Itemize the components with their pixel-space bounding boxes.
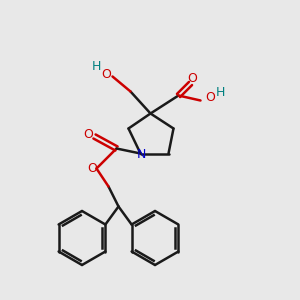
Text: O: O (84, 128, 93, 141)
Text: N: N (137, 148, 146, 161)
Text: O: O (206, 91, 215, 104)
Text: H: H (92, 60, 101, 73)
Text: O: O (88, 162, 98, 175)
Text: O: O (102, 68, 111, 81)
Text: O: O (188, 72, 197, 85)
Text: H: H (216, 86, 225, 99)
